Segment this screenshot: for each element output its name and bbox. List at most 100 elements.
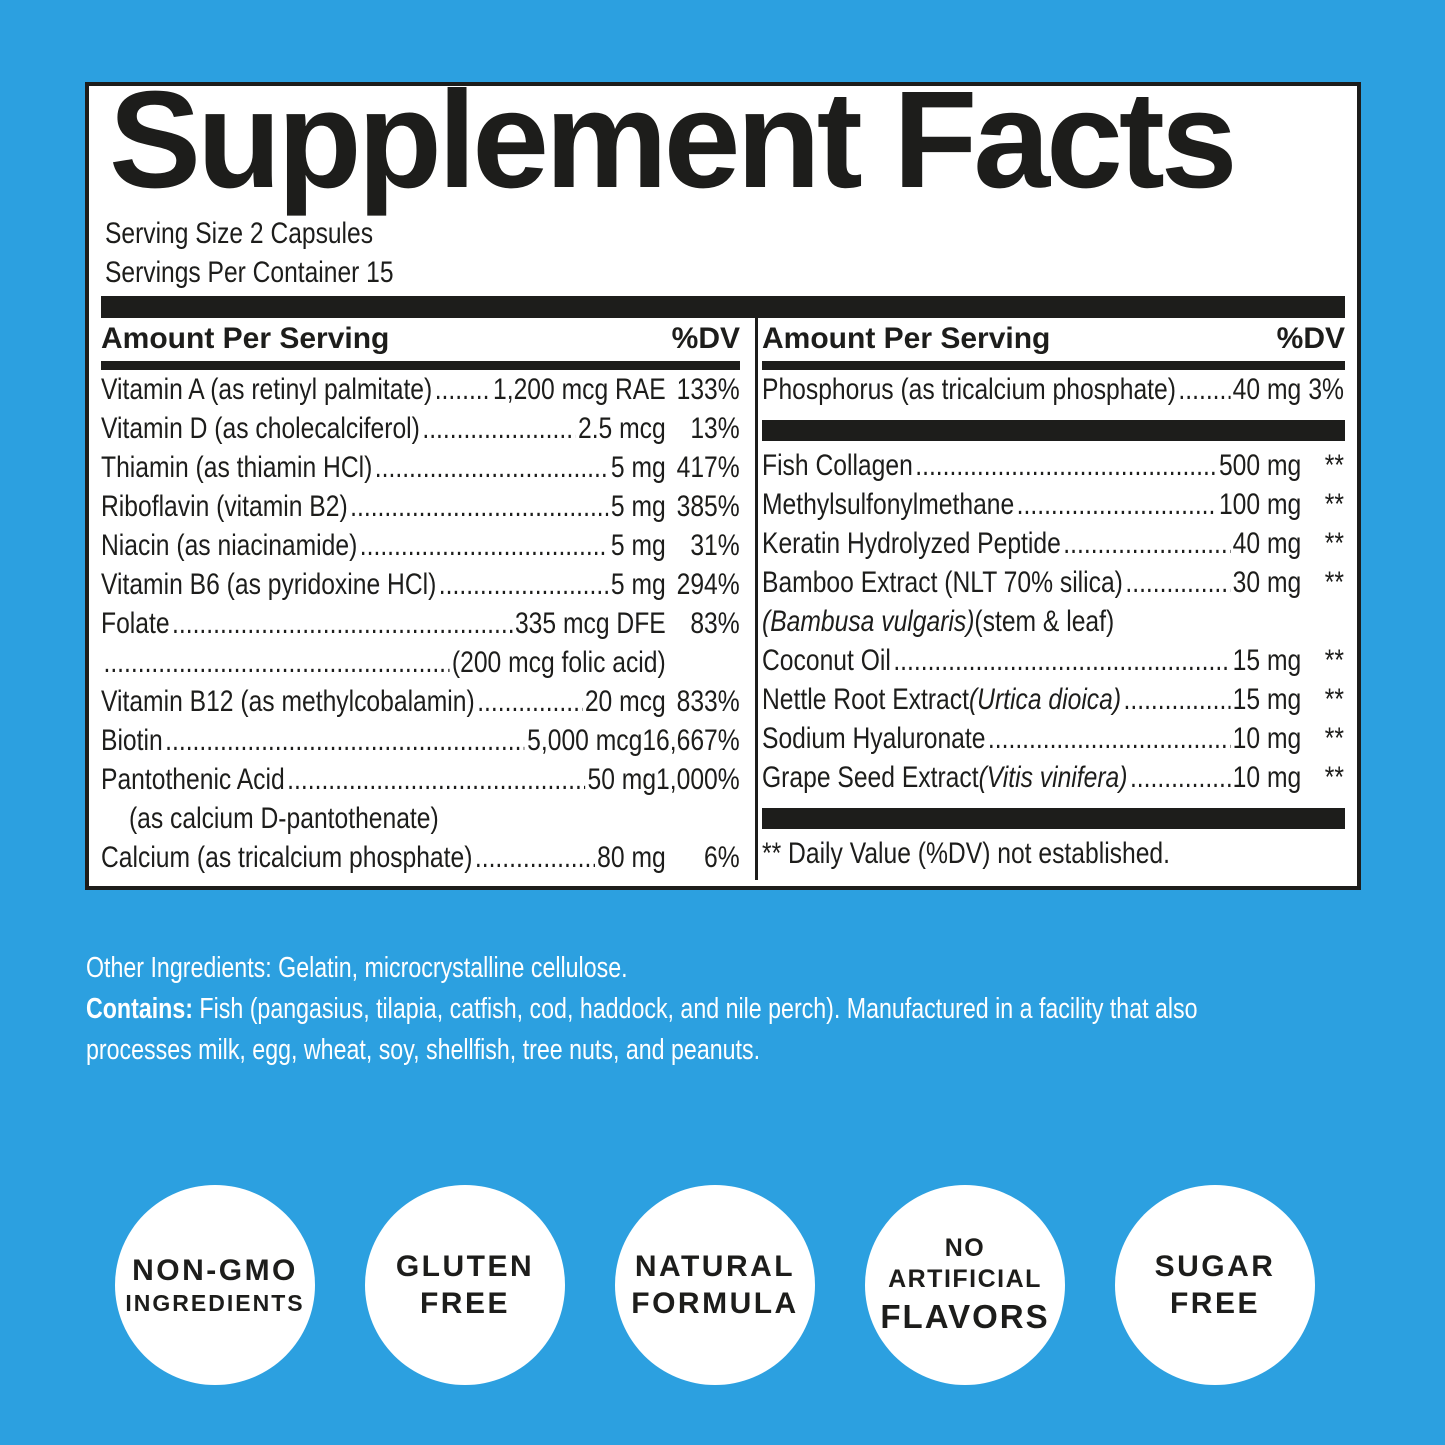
ingredient-amount: 2.5 mcg [577,412,666,445]
ingredient-amount: 10 mg [1232,722,1302,755]
nutrient-row: Keratin Hydrolyzed Peptide 40 mg ** [762,527,1344,566]
ingredient-amount: 500 mg [1218,449,1302,482]
ingredient-species-name: (Urtica dioica) [968,683,1122,716]
right-column: Amount Per Serving %DV Phosphorus (as tr… [758,318,1345,876]
ingredient-name: Niacin (as niacinamide) [101,529,358,562]
ingredient-amount: (200 mcg folic acid) [451,646,666,679]
column-divider [755,318,758,880]
divider-bar-section [762,420,1345,441]
ingredient-daily-value: ** [1324,449,1344,482]
ingredient-name: Riboflavin (vitamin B2) [101,490,348,523]
dot-leader [915,449,1216,483]
badge-label: NON-GMO [132,1253,298,1287]
ingredient-name: Thiamin (as thiamin HCl) [101,451,373,484]
nutrient-row: Pantothenic Acid 50 mg1,000% [101,763,740,802]
nutrient-row: Riboflavin (vitamin B2) 5 mg 385% [101,490,740,529]
ingredient-name: Nettle Root Extract [762,683,969,716]
ingredient-daily-value: ** [1324,761,1344,794]
nutrient-row: Nettle Root Extract (Urtica dioica) 15 mg… [762,683,1344,722]
ingredient-name: Pantothenic Acid [101,763,285,796]
dot-leader [103,646,449,680]
ingredient-daily-value: ** [1324,683,1344,716]
facts-columns: Amount Per Serving %DV Vitamin A (as ret… [101,318,1345,880]
dot-leader [893,644,1230,678]
badge-label: NATURAL [634,1249,796,1283]
dot-leader [287,763,585,797]
amount-per-serving-label: Amount Per Serving [762,322,1051,355]
ingredient-name: Coconut Oil [762,644,891,677]
ingredient-amount: 5 mg [610,490,666,523]
nutrient-row: Bamboo Extract (NLT 70% silica) 30 mg ** [762,566,1344,605]
nutrient-row: (as calcium D-pantothenate) [101,802,740,841]
contains-line-1: Contains: Fish (pangasius, tilapia, catf… [86,989,1198,1030]
dot-leader [1130,761,1230,795]
ingredient-daily-value: 31% [690,529,740,562]
nutrient-row: Sodium Hyaluronate 10 mg ** [762,722,1344,761]
nutrient-row: Vitamin D (as cholecalciferol) 2.5 mcg 13% [101,412,740,451]
nutrient-row: Niacin (as niacinamide) 5 mg 31% [101,529,740,568]
dv-label: %DV [671,322,740,355]
ingredient-amount: 50 mg [587,763,657,796]
divider-bar-mid [762,361,1345,370]
ingredient-name: Sodium Hyaluronate [762,722,986,755]
ingredient-amount: 20 mcg [584,685,666,718]
panel-inner: Supplement Facts Serving Size 2 Capsules… [89,71,1357,880]
dv-footnote: ** Daily Value (%DV) not established. [762,837,1171,870]
dot-leader [475,841,595,875]
right-column-top-rows: Phosphorus (as tricalcium phosphate) 40 m… [762,373,1344,412]
ingredient-amount: 15 mg [1232,683,1302,716]
servings-per-container: Servings Per Container 15 [105,256,394,289]
badge-label: FREE [1169,1287,1260,1320]
badge-label: FLAVORS [880,1297,1050,1335]
dv-label: %DV [1276,322,1345,355]
divider-bar-mid [101,361,740,370]
dot-leader [477,685,582,719]
nutrient-row: Methylsulfonylmethane 100 mg ** [762,488,1344,527]
badge-circle: GLUTEN FREE [365,1185,565,1385]
left-column-header: Amount Per Serving %DV [101,322,740,356]
ingredient-species-name: (Vitis vinifera) [978,761,1128,794]
ingredient-amount: 40 mg [1232,527,1302,560]
footnote-container: ** Daily Value (%DV) not established. [762,837,1344,876]
dot-leader [1124,683,1231,717]
ingredient-amount: 5 mg [610,451,666,484]
ingredient-name-suffix: (stem & leaf) [974,605,1115,638]
nutrient-row: Grape Seed Extract (Vitis vinifera) 10 mg… [762,761,1344,800]
supplement-facts-title: Supplement Facts [109,63,1238,217]
ingredient-name: Folate [101,607,170,640]
contains-line-2: processes milk, egg, wheat, soy, shellfi… [86,1034,761,1066]
left-column-rows: Vitamin A (as retinyl palmitate) 1,200 mc… [101,373,740,880]
ingredient-amount: 100 mg [1218,488,1302,521]
ingredient-daily-value: 133% [676,373,740,406]
left-column: Amount Per Serving %DV Vitamin A (as ret… [101,318,755,880]
divider-bar-section [762,808,1345,829]
ingredient-name: Calcium (as tricalcium phosphate) [101,841,473,874]
ingredient-name: Vitamin B12 (as methylcobalamin) [101,685,475,718]
nutrient-row: (200 mcg folic acid) [101,646,740,685]
badge-circle: NON-GMO INGREDIENTS [115,1185,315,1385]
ingredient-name: Phosphorus (as tricalcium phosphate) [762,373,1176,406]
nutrient-row: (Bambusa vulgaris) (stem & leaf) [762,605,1344,644]
ingredient-name: Grape Seed Extract [762,761,979,794]
badge-circle: NATURAL FORMULA [615,1185,815,1385]
ingredient-daily-value: 3% [1308,373,1344,406]
nutrient-row: Vitamin B12 (as methylcobalamin) 20 mcg 83… [101,685,740,724]
ingredient-amount: 5 mg [610,568,666,601]
ingredient-daily-value: 385% [676,490,740,523]
dot-leader [165,724,525,758]
dot-leader [350,490,608,524]
ingredient-amount: 30 mg [1232,566,1302,599]
badge-label: GLUTEN [395,1249,535,1283]
badge-label: INGREDIENTS [125,1290,305,1317]
dot-leader [1017,488,1217,522]
ingredient-name: Methylsulfonylmethane [762,488,1015,521]
ingredient-daily-value: 13% [690,412,740,445]
contains-text: Fish (pangasius, tilapia, catfish, cod, … [192,993,1198,1025]
ingredient-daily-value: 83% [690,607,740,640]
dot-leader [435,373,491,407]
ingredient-daily-value: 16,667% [642,724,740,757]
dot-leader [1125,566,1230,600]
serving-size: Serving Size 2 Capsules [105,217,374,250]
dot-leader [1063,527,1230,561]
